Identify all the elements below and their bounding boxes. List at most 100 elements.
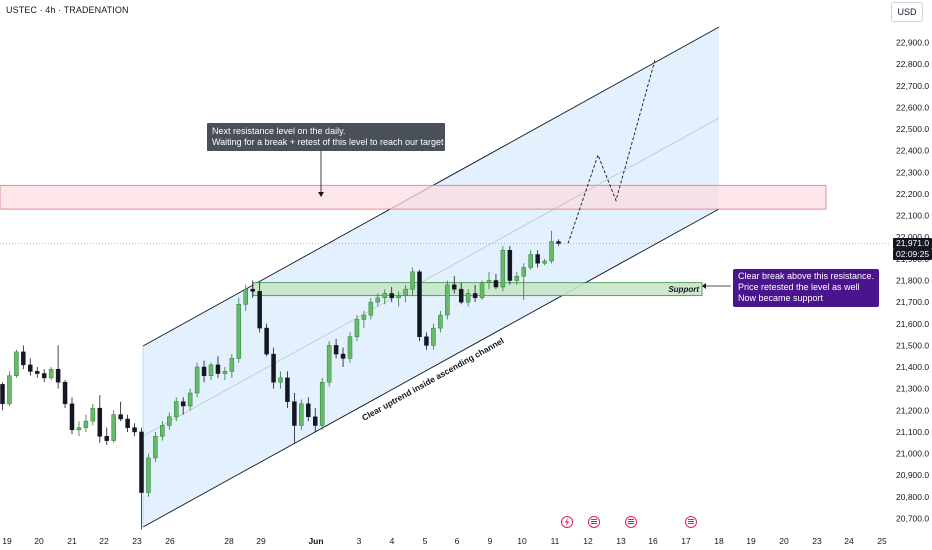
candle-body	[528, 254, 533, 268]
candle	[7, 371, 12, 406]
candle-body	[90, 407, 96, 422]
channel-midline-stroke	[142, 117, 720, 437]
time-tick-label: 17	[681, 536, 691, 546]
time-tick-label: 23	[812, 536, 822, 546]
support-note[interactable]: Clear break above this resistance. Price…	[733, 269, 879, 307]
candle	[139, 427, 144, 530]
channel-lower-line	[142, 208, 720, 528]
projected-path-line	[567, 59, 656, 244]
candle-body	[243, 288, 248, 305]
candle	[264, 323, 269, 357]
candle-body	[292, 401, 297, 426]
candle-body	[458, 288, 464, 303]
candle	[313, 408, 318, 432]
candle	[90, 403, 96, 426]
time-tick-label: 19	[2, 536, 12, 546]
candle-body	[500, 249, 506, 288]
candle-body	[76, 427, 82, 431]
candle	[382, 289, 387, 305]
candle-body	[201, 366, 207, 376]
resistance-zone	[0, 184, 827, 210]
candle	[83, 414, 89, 432]
last-price-tag: 21,971.0	[893, 237, 932, 249]
candle-body	[229, 358, 235, 372]
price-tick-label: 22,200.0	[896, 189, 929, 199]
price-tick-label: 22,300.0	[896, 167, 929, 177]
candle	[201, 360, 207, 383]
candle	[375, 293, 381, 307]
candle	[486, 271, 492, 290]
currency-button[interactable]: USD	[891, 2, 923, 22]
candle-body	[153, 436, 158, 459]
flag-event-icon[interactable]	[685, 516, 697, 528]
lightning-event-icon[interactable]	[561, 516, 573, 528]
candle	[465, 289, 471, 307]
candle	[396, 291, 401, 307]
candle	[229, 354, 235, 378]
support-note-line-3: Now became support	[738, 293, 824, 303]
support-note-line-1: Clear break above this resistance.	[738, 271, 875, 281]
candle	[521, 263, 526, 300]
candle-body	[521, 267, 526, 277]
price-zones[interactable]	[0, 184, 827, 297]
candle	[368, 297, 374, 320]
time-tick-label: Jun	[308, 536, 323, 546]
candle-body	[104, 436, 109, 441]
flag-event-icon[interactable]	[588, 516, 600, 528]
support-zone-label: Support	[668, 285, 699, 294]
symbol-title[interactable]: USTEC · 4h · TRADENATION	[6, 5, 129, 15]
candle	[535, 250, 540, 268]
price-tick-label: 21,200.0	[896, 405, 929, 415]
candle-body	[62, 381, 68, 405]
time-axis[interactable]: 19 20 21 22 23 26 28 29 Jun 3 4 5 6 9 10 11 12 13 16 17 18 19…	[2, 536, 887, 546]
candlestick-series	[0, 230, 561, 530]
candle-body	[410, 271, 415, 290]
price-tick-label: 21,100.0	[896, 427, 929, 437]
candle-body	[278, 377, 283, 383]
time-tick-label: 6	[455, 536, 460, 546]
candle-body	[417, 271, 422, 338]
candle-body	[236, 304, 242, 359]
candle-body	[208, 364, 214, 376]
candle-body	[389, 293, 394, 299]
price-tick-label: 21,000.0	[896, 449, 929, 459]
candle-body	[250, 288, 255, 292]
candle	[257, 282, 262, 333]
support-zone	[252, 282, 703, 297]
annotation-arrows	[318, 148, 731, 289]
candle	[35, 367, 40, 378]
candle	[21, 345, 26, 370]
candle	[458, 282, 464, 305]
candle-body	[125, 418, 130, 428]
candle	[306, 397, 311, 422]
candle-body	[48, 368, 54, 379]
candle-body	[7, 375, 12, 405]
candle	[514, 271, 520, 285]
price-tick-label: 21,300.0	[896, 384, 929, 394]
candle-body	[21, 351, 26, 366]
price-axis[interactable]: 20,700.0 20,800.0 20,900.0 21,000.0 21,100.0…	[896, 38, 929, 524]
candle	[528, 250, 533, 270]
candle	[215, 356, 221, 378]
candle-body	[340, 353, 346, 359]
price-tick-label: 22,700.0	[896, 81, 929, 91]
candle-body	[97, 407, 103, 437]
event-markers[interactable]	[561, 516, 697, 528]
resistance-note[interactable]: Next resistance level on the daily. Wait…	[207, 123, 445, 151]
candle-body	[118, 414, 123, 420]
candle	[347, 332, 353, 363]
candle	[125, 414, 130, 432]
price-tick-label: 22,000.0	[896, 232, 929, 242]
candle-body	[28, 364, 33, 372]
candle-body	[111, 414, 116, 441]
price-tick-label: 21,400.0	[896, 362, 929, 372]
flag-event-icon[interactable]	[625, 516, 637, 528]
candle	[445, 280, 450, 320]
candle	[41, 369, 47, 383]
candle-body	[180, 401, 186, 407]
time-tick-label: 24	[844, 536, 854, 546]
candle	[292, 393, 297, 443]
candle	[28, 358, 33, 376]
